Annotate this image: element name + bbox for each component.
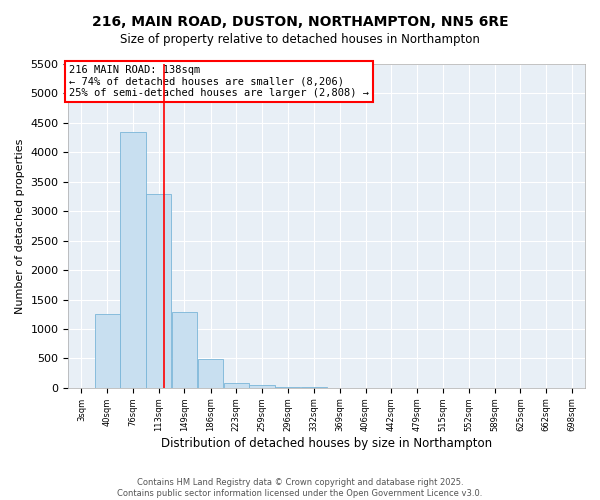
- X-axis label: Distribution of detached houses by size in Northampton: Distribution of detached houses by size …: [161, 437, 492, 450]
- Bar: [275, 386, 301, 388]
- Bar: [224, 383, 249, 388]
- Bar: [95, 314, 120, 388]
- Bar: [146, 194, 171, 388]
- Text: Size of property relative to detached houses in Northampton: Size of property relative to detached ho…: [120, 32, 480, 46]
- Bar: [249, 386, 275, 388]
- Bar: [172, 312, 197, 388]
- Text: 216, MAIN ROAD, DUSTON, NORTHAMPTON, NN5 6RE: 216, MAIN ROAD, DUSTON, NORTHAMPTON, NN5…: [92, 15, 508, 29]
- Text: 216 MAIN ROAD: 138sqm
← 74% of detached houses are smaller (8,206)
25% of semi-d: 216 MAIN ROAD: 138sqm ← 74% of detached …: [69, 65, 369, 98]
- Text: Contains HM Land Registry data © Crown copyright and database right 2025.
Contai: Contains HM Land Registry data © Crown c…: [118, 478, 482, 498]
- Bar: [120, 132, 146, 388]
- Y-axis label: Number of detached properties: Number of detached properties: [15, 138, 25, 314]
- Bar: [198, 359, 223, 388]
